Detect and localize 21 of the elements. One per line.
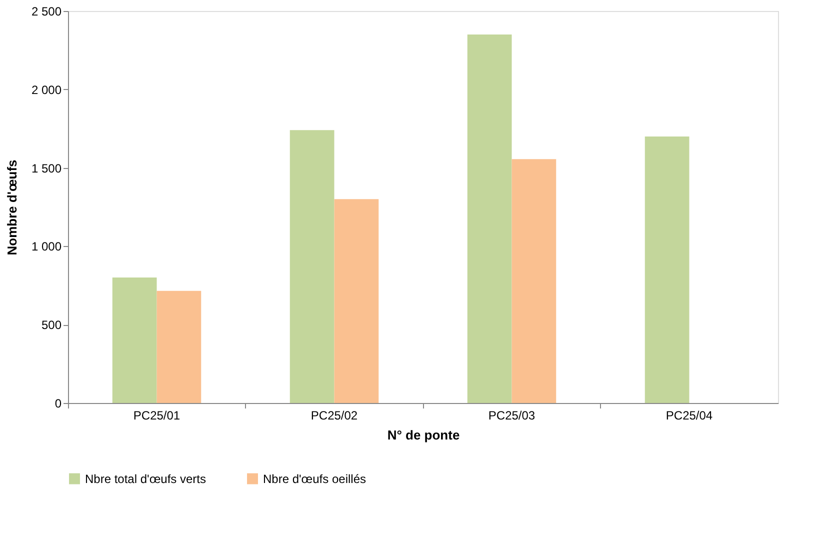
x-tick-label: PC25/02 (310, 408, 358, 422)
bar (467, 34, 512, 403)
y-tick-label: 2 500 (31, 4, 62, 18)
y-tick-label: 500 (41, 318, 62, 332)
legend-label: Nbre d'œufs oeillés (263, 472, 366, 486)
bar (644, 136, 690, 403)
bar (112, 278, 157, 403)
bar (334, 199, 379, 403)
legend-label: Nbre total d'œufs verts (85, 472, 206, 486)
y-tick-label: 2 000 (31, 82, 62, 97)
y-tick-label: 0 (54, 396, 62, 410)
x-axis-title: N° de ponte (387, 428, 460, 442)
x-tick-label: PC25/03 (488, 408, 536, 422)
y-axis-title: Nombre d'œufs (4, 160, 20, 256)
bar (512, 159, 556, 403)
x-tick-label: PC25/04 (666, 408, 713, 422)
y-tick-label: 1 000 (31, 240, 62, 254)
bar (290, 130, 334, 403)
x-tick-label: PC25/01 (133, 408, 180, 422)
bar (156, 290, 202, 403)
y-tick-label: 1 500 (31, 161, 62, 176)
